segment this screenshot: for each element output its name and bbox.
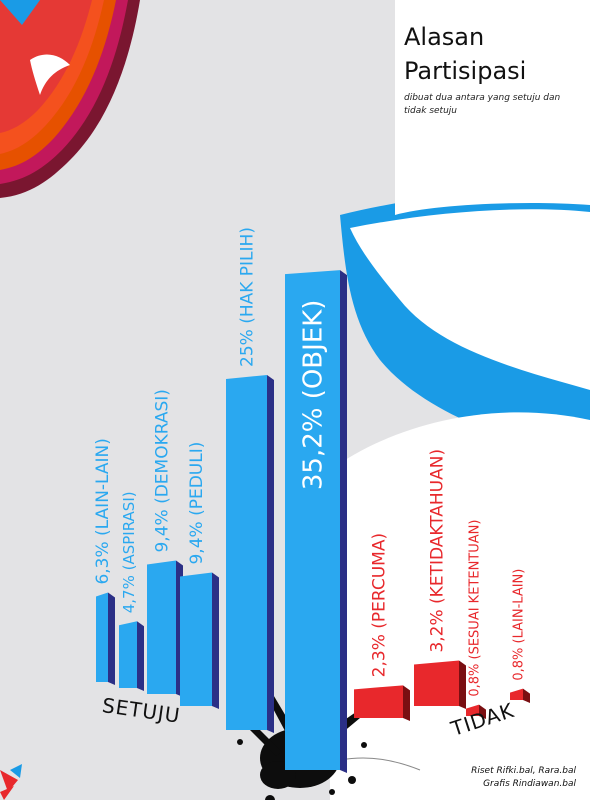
setuju-label-0: 6,3% (LAIN-LAIN) xyxy=(93,438,113,584)
tidak-bar-3 xyxy=(510,688,523,700)
setuju-bar-side-1 xyxy=(137,621,144,691)
tidak-label-3: 0,8% (LAIN-LAIN) xyxy=(512,569,527,681)
setuju-label-3: 9,4% (PEDULI) xyxy=(187,442,207,565)
setuju-bar-4 xyxy=(226,375,267,730)
title-block: Alasan Partisipasi dibuat dua antara yan… xyxy=(404,20,584,118)
setuju-bar-side-3 xyxy=(212,572,219,709)
tidak-bar-1 xyxy=(414,660,459,706)
ink-trail xyxy=(339,757,421,771)
setuju-bar-2 xyxy=(147,560,176,694)
tidak-bar-2 xyxy=(466,704,479,716)
setuju-bar-0 xyxy=(96,592,108,682)
tidak-label-2: 0,8% (SESUAI KETENTUAN) xyxy=(468,520,483,697)
tidak-label-1: 3,2% (KETIDAKTAHUAN) xyxy=(428,449,448,653)
logo-icon xyxy=(0,764,22,800)
setuju-label-2: 9,4% (DEMOKRASI) xyxy=(153,389,173,552)
white-wave xyxy=(350,209,590,390)
tidak-bar-side-0 xyxy=(403,685,410,721)
credit-grafis: Grafis Rindiawan.bal xyxy=(483,779,576,789)
setuju-bar-side-5 xyxy=(340,270,347,773)
tidak-bar-0 xyxy=(354,685,403,718)
page-title-line2: Partisipasi xyxy=(404,57,527,85)
page-title-line1: Alasan xyxy=(404,23,485,51)
tidak-bar-side-1 xyxy=(459,660,466,709)
setuju-label-1: 4,7% (ASPIRASI) xyxy=(120,491,138,613)
page-subtitle: dibuat dua antara yang setuju dan tidak … xyxy=(404,93,561,116)
setuju-label-5: 35,2% (OBJEK) xyxy=(299,300,329,491)
setuju-bar-5 xyxy=(285,270,340,770)
credit-riset: Riset Rifki.bal, Rara.bal xyxy=(471,766,576,776)
setuju-label-4: 25% (HAK PILIH) xyxy=(238,227,258,367)
tidak-bar-side-2 xyxy=(479,704,486,719)
title-panel xyxy=(395,0,590,215)
setuju-bar-3 xyxy=(180,572,212,706)
setuju-bar-side-0 xyxy=(108,592,115,685)
setuju-bar-side-4 xyxy=(267,375,274,733)
setuju-bar-1 xyxy=(119,621,137,688)
tidak-label-0: 2,3% (PERCUMA) xyxy=(370,533,390,677)
flame-ornament xyxy=(0,0,140,198)
tidak-bar-side-3 xyxy=(523,688,530,703)
